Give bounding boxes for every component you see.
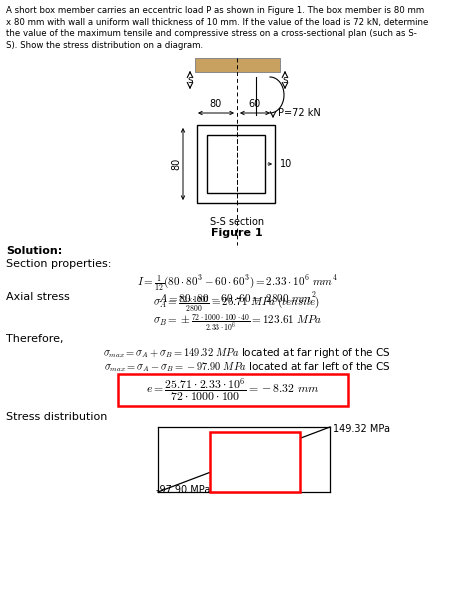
Text: Solution:: Solution: xyxy=(6,246,62,256)
Text: x 80 mm with wall a uniform wall thickness of 10 mm. If the value of the load is: x 80 mm with wall a uniform wall thickne… xyxy=(6,18,428,27)
Bar xyxy=(195,58,280,72)
Text: Axial stress: Axial stress xyxy=(6,292,70,302)
Text: Stress distribution: Stress distribution xyxy=(6,412,108,422)
Text: s: s xyxy=(187,75,193,85)
Text: Therefore,: Therefore, xyxy=(6,334,64,344)
Text: 80: 80 xyxy=(171,158,181,170)
Text: 8.32 mm: 8.32 mm xyxy=(255,457,299,467)
Text: S). Show the stress distribution on a diagram.: S). Show the stress distribution on a di… xyxy=(6,41,203,50)
Text: P=72 kN: P=72 kN xyxy=(278,108,321,118)
Text: $\sigma_A = \frac{72{\times}1000}{2800} = 25.71\ MPa\ (tensile)$: $\sigma_A = \frac{72{\times}1000}{2800} … xyxy=(154,295,320,315)
Text: 149.32 MPa: 149.32 MPa xyxy=(333,424,390,434)
Text: the value of the maximum tensile and compressive stress on a cross-sectional pla: the value of the maximum tensile and com… xyxy=(6,29,417,38)
Text: $e = \dfrac{25.71 \cdot 2.33 \cdot 10^6}{72 \cdot 1000 \cdot 100} = -8.32\ mm$: $e = \dfrac{25.71 \cdot 2.33 \cdot 10^6}… xyxy=(146,377,320,404)
Text: Figure 1: Figure 1 xyxy=(211,228,263,238)
Text: 60: 60 xyxy=(249,99,261,109)
Text: 10: 10 xyxy=(280,159,292,169)
Text: $\sigma_B = \pm\frac{72 \cdot 1000 \cdot 100 \cdot 40}{2.33 \cdot 10^6} = 123.61: $\sigma_B = \pm\frac{72 \cdot 1000 \cdot… xyxy=(153,312,321,333)
Text: $I = \frac{1}{12}(80 \cdot 80^3 - 60 \cdot 60^3) = 2.33 \cdot 10^6\ mm^4$: $I = \frac{1}{12}(80 \cdot 80^3 - 60 \cd… xyxy=(137,273,337,293)
Bar xyxy=(210,432,300,492)
Text: -97.90 MPa: -97.90 MPa xyxy=(156,485,210,495)
Bar xyxy=(118,374,348,406)
Bar xyxy=(207,135,265,193)
Text: S-S section: S-S section xyxy=(210,217,264,227)
Text: $A = 80 \cdot 80 - 60 \cdot 60 = \ 2800\ mm^2$: $A = 80 \cdot 80 - 60 \cdot 60 = \ 2800\… xyxy=(158,290,316,305)
Text: s: s xyxy=(282,75,288,85)
Text: $\sigma_{max} = \sigma_A + \sigma_B = 149.32\ MPa$ located at far right of the C: $\sigma_{max} = \sigma_A + \sigma_B = 14… xyxy=(103,346,391,360)
Bar xyxy=(197,125,275,203)
Text: Section properties:: Section properties: xyxy=(6,259,111,269)
Text: A short box member carries an eccentric load P as shown in Figure 1. The box mem: A short box member carries an eccentric … xyxy=(6,6,424,15)
Text: 80: 80 xyxy=(210,99,222,109)
Text: $\sigma_{max} = \sigma_A - \sigma_B = -97.90\ MPa$ located at far left of the CS: $\sigma_{max} = \sigma_A - \sigma_B = -9… xyxy=(104,360,390,374)
